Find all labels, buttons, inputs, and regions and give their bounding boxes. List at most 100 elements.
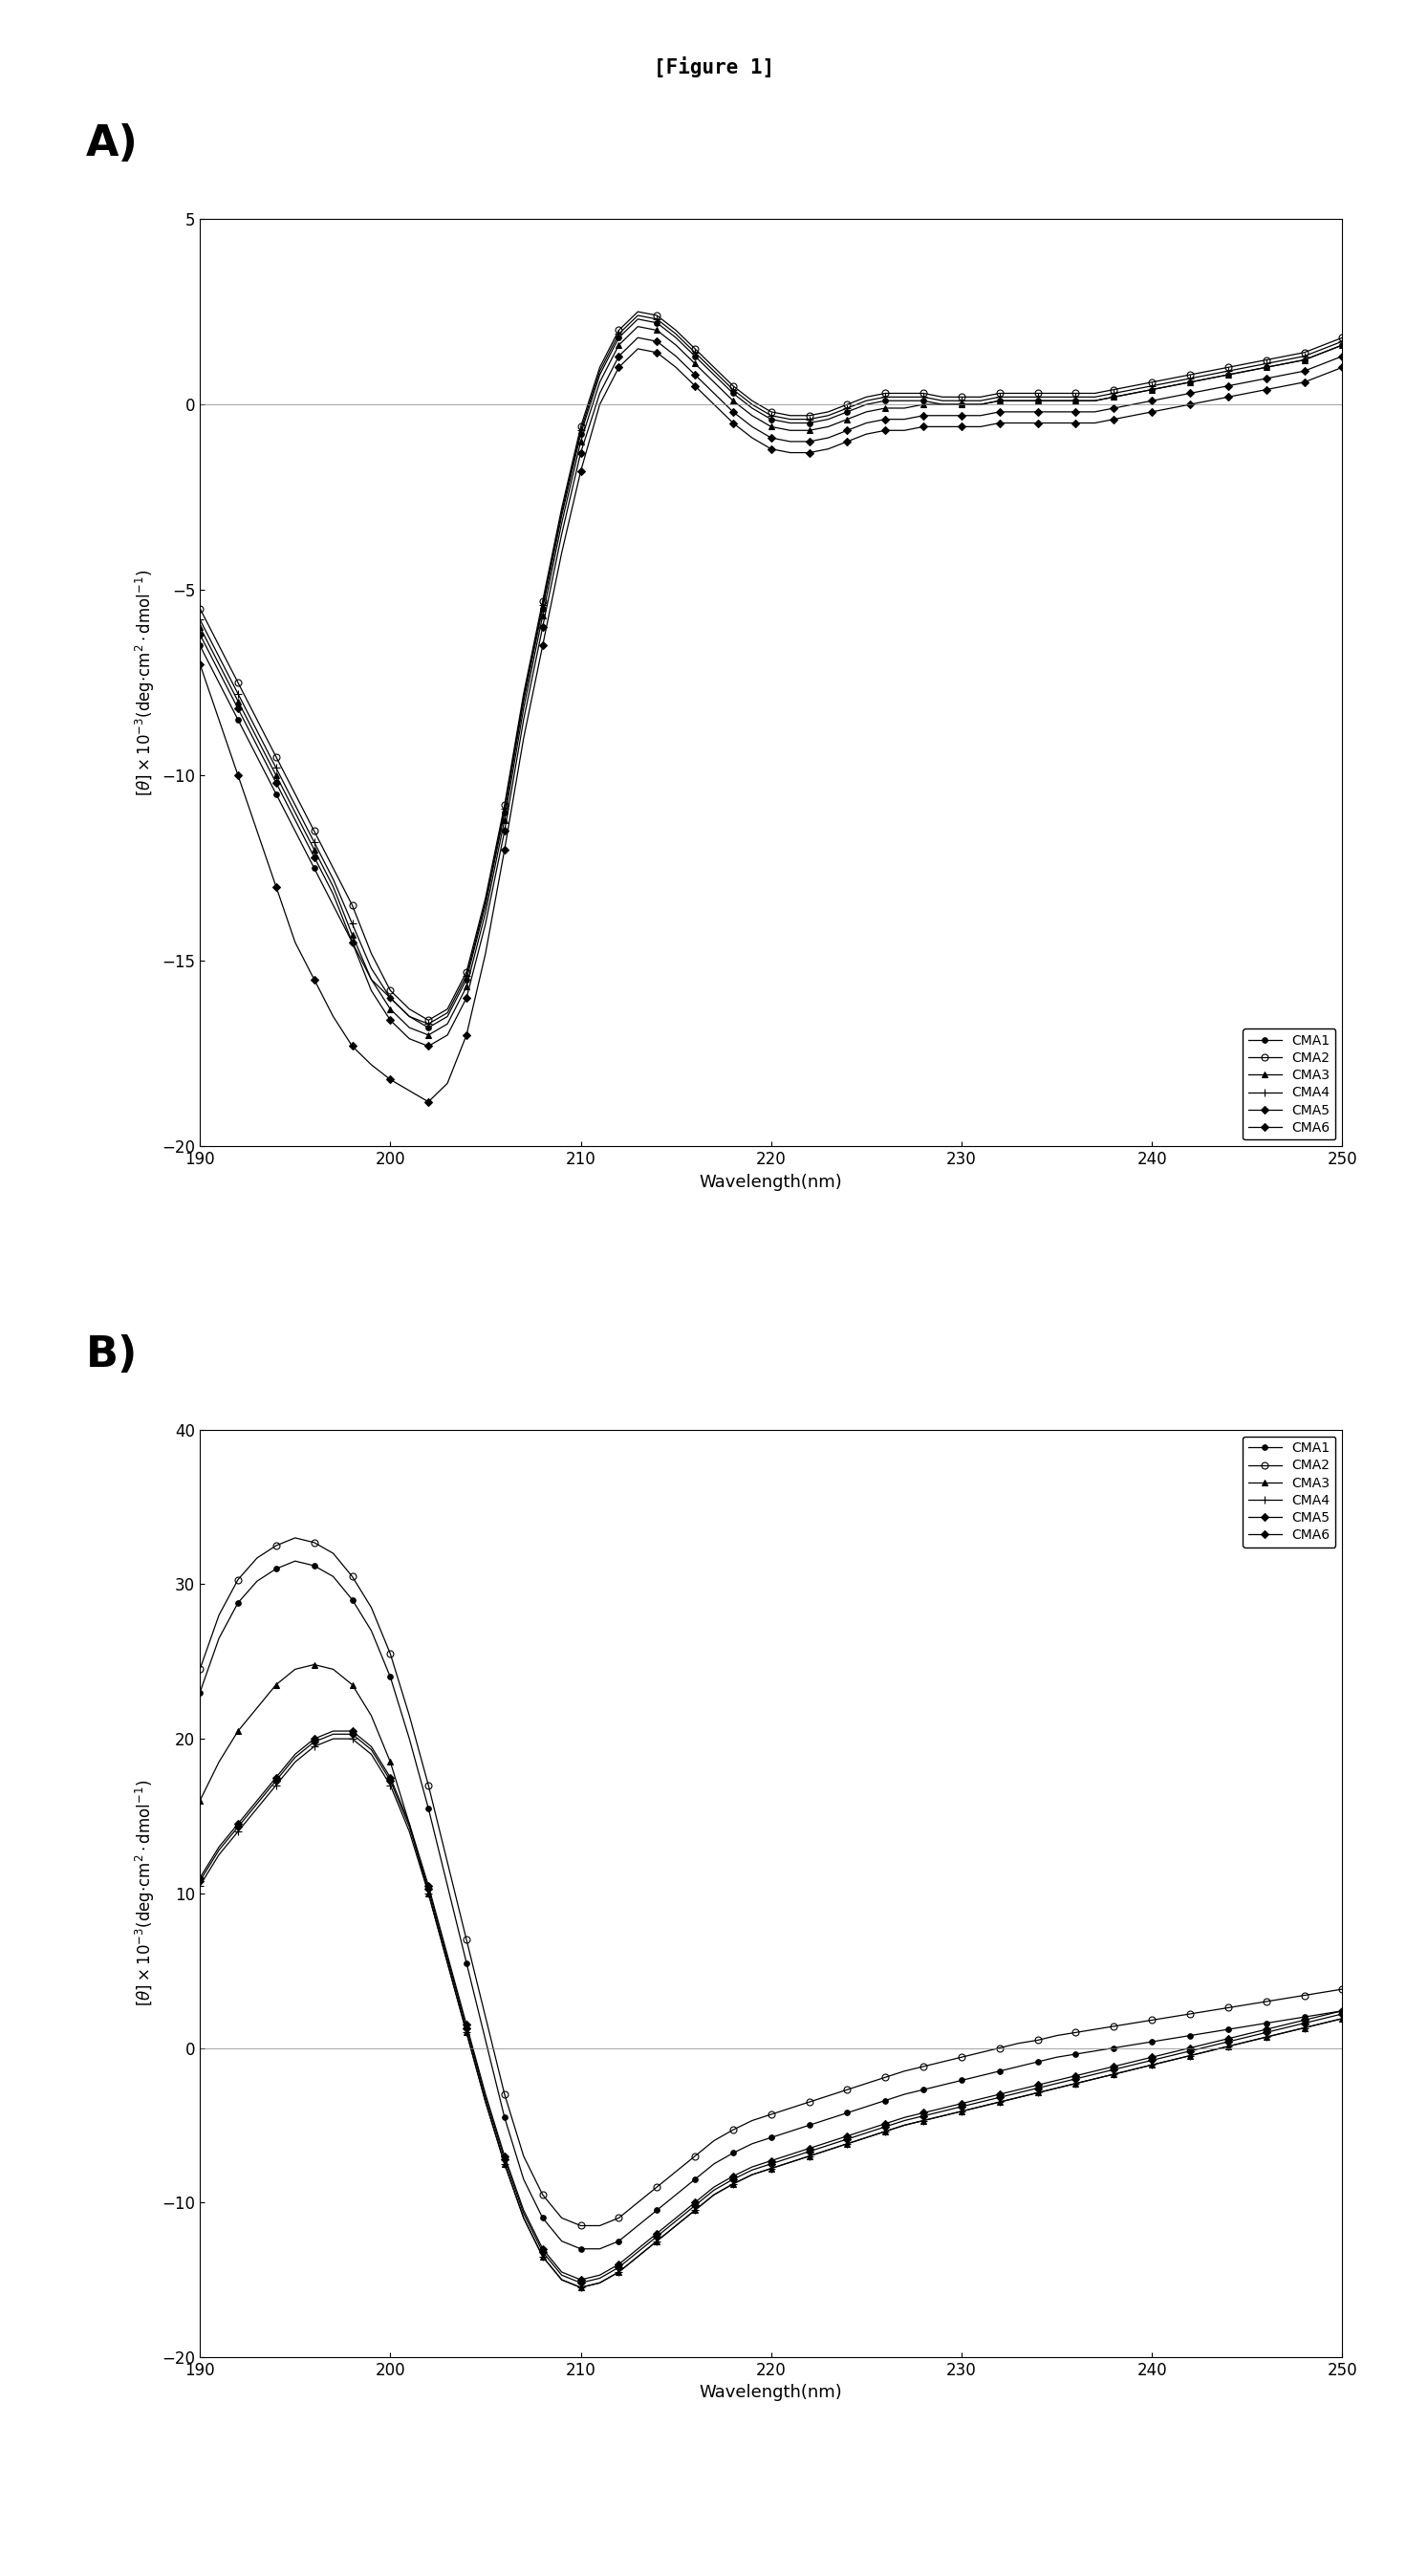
Line: CMA2: CMA2 bbox=[197, 309, 1345, 1023]
CMA3 bbox=[915, 389, 932, 420]
CMA6 bbox=[610, 353, 627, 384]
CMA4 bbox=[420, 1007, 437, 1038]
CMA3 bbox=[915, 2105, 932, 2136]
CMA5 bbox=[838, 415, 855, 446]
CMA1 bbox=[1220, 2014, 1237, 2045]
CMA1 bbox=[477, 889, 494, 920]
CMA2 bbox=[915, 2050, 932, 2081]
CMA3 bbox=[438, 1007, 456, 1038]
CMA4 bbox=[438, 997, 456, 1028]
CMA5 bbox=[915, 399, 932, 430]
CMA1 bbox=[630, 304, 647, 335]
CMA3 bbox=[477, 896, 494, 927]
CMA2 bbox=[573, 2210, 590, 2241]
CMA2 bbox=[915, 379, 932, 410]
Line: CMA5: CMA5 bbox=[197, 335, 1345, 1048]
CMA5 bbox=[1334, 340, 1351, 371]
Line: CMA4: CMA4 bbox=[196, 312, 1347, 1028]
CMA4 bbox=[630, 299, 647, 330]
CMA2 bbox=[191, 1654, 208, 1685]
CMA5 bbox=[477, 2079, 494, 2110]
CMA2 bbox=[438, 1847, 456, 1878]
CMA1 bbox=[1334, 330, 1351, 361]
CMA3 bbox=[1220, 2030, 1237, 2061]
CMA6 bbox=[838, 425, 855, 456]
X-axis label: Wavelength(nm): Wavelength(nm) bbox=[700, 2385, 843, 2401]
CMA6 bbox=[915, 412, 932, 443]
Line: CMA3: CMA3 bbox=[197, 1662, 1345, 2290]
Line: CMA1: CMA1 bbox=[197, 317, 1345, 1030]
Y-axis label: $[\theta]\times10^{-3}$(deg$\cdot$cm$^2\cdot$dmol$^{-1}$): $[\theta]\times10^{-3}$(deg$\cdot$cm$^2\… bbox=[133, 1780, 157, 2007]
CMA3 bbox=[630, 2241, 647, 2272]
Line: CMA3: CMA3 bbox=[197, 322, 1345, 1038]
CMA4 bbox=[1220, 355, 1237, 386]
CMA3 bbox=[420, 1020, 437, 1051]
CMA6 bbox=[630, 2236, 647, 2267]
CMA6 bbox=[191, 1865, 208, 1896]
CMA3 bbox=[838, 2128, 855, 2159]
Line: CMA2: CMA2 bbox=[197, 1535, 1345, 2228]
CMA4 bbox=[1334, 327, 1351, 358]
CMA3 bbox=[191, 1785, 208, 1816]
CMA2 bbox=[420, 1005, 437, 1036]
CMA4 bbox=[477, 2087, 494, 2117]
CMA1 bbox=[1334, 1996, 1351, 2027]
CMA1 bbox=[915, 386, 932, 417]
CMA1 bbox=[438, 1002, 456, 1033]
CMA3 bbox=[191, 611, 208, 641]
Line: CMA5: CMA5 bbox=[197, 1728, 1345, 2282]
CMA3 bbox=[306, 1649, 323, 1680]
CMA4 bbox=[915, 381, 932, 412]
CMA1 bbox=[287, 1546, 304, 1577]
Line: CMA1: CMA1 bbox=[197, 1558, 1345, 2251]
CMA1 bbox=[573, 2233, 590, 2264]
CMA4 bbox=[324, 1723, 341, 1754]
Line: CMA4: CMA4 bbox=[196, 1734, 1347, 2293]
CMA5 bbox=[630, 322, 647, 353]
CMA6 bbox=[1334, 1999, 1351, 2030]
CMA3 bbox=[838, 404, 855, 435]
CMA6 bbox=[1334, 353, 1351, 384]
Line: CMA6: CMA6 bbox=[197, 345, 1345, 1105]
CMA5 bbox=[191, 618, 208, 649]
CMA6 bbox=[477, 938, 494, 969]
CMA5 bbox=[438, 1020, 456, 1051]
CMA6 bbox=[438, 1942, 456, 1973]
CMA2 bbox=[438, 994, 456, 1025]
CMA1 bbox=[420, 1012, 437, 1043]
CMA4 bbox=[477, 886, 494, 917]
CMA5 bbox=[1334, 1996, 1351, 2027]
CMA4 bbox=[191, 1870, 208, 1901]
CMA6 bbox=[915, 2099, 932, 2130]
CMA6 bbox=[1220, 2027, 1237, 2058]
CMA3 bbox=[1334, 330, 1351, 361]
CMA4 bbox=[915, 2105, 932, 2136]
CMA1 bbox=[191, 1677, 208, 1708]
CMA4 bbox=[1334, 2004, 1351, 2035]
CMA3 bbox=[630, 312, 647, 343]
CMA5 bbox=[191, 1862, 208, 1893]
CMA5 bbox=[630, 2233, 647, 2264]
CMA3 bbox=[573, 2272, 590, 2303]
CMA4 bbox=[191, 605, 208, 636]
CMA5 bbox=[610, 340, 627, 371]
CMA2 bbox=[630, 2187, 647, 2218]
Legend: CMA1, CMA2, CMA3, CMA4, CMA5, CMA6: CMA1, CMA2, CMA3, CMA4, CMA5, CMA6 bbox=[1242, 1437, 1335, 1548]
CMA5 bbox=[1220, 371, 1237, 402]
Text: A): A) bbox=[86, 124, 139, 165]
CMA1 bbox=[477, 2025, 494, 2056]
X-axis label: Wavelength(nm): Wavelength(nm) bbox=[700, 1175, 843, 1190]
CMA6 bbox=[191, 649, 208, 680]
CMA2 bbox=[287, 1522, 304, 1553]
CMA5 bbox=[324, 1716, 341, 1747]
CMA2 bbox=[610, 314, 627, 345]
CMA5 bbox=[477, 909, 494, 940]
CMA1 bbox=[438, 1870, 456, 1901]
CMA5 bbox=[1220, 2022, 1237, 2053]
CMA6 bbox=[838, 2123, 855, 2154]
CMA2 bbox=[838, 2074, 855, 2105]
CMA6 bbox=[438, 1069, 456, 1100]
Legend: CMA1, CMA2, CMA3, CMA4, CMA5, CMA6: CMA1, CMA2, CMA3, CMA4, CMA5, CMA6 bbox=[1242, 1028, 1335, 1139]
CMA2 bbox=[1220, 1991, 1237, 2022]
CMA3 bbox=[1334, 2004, 1351, 2035]
